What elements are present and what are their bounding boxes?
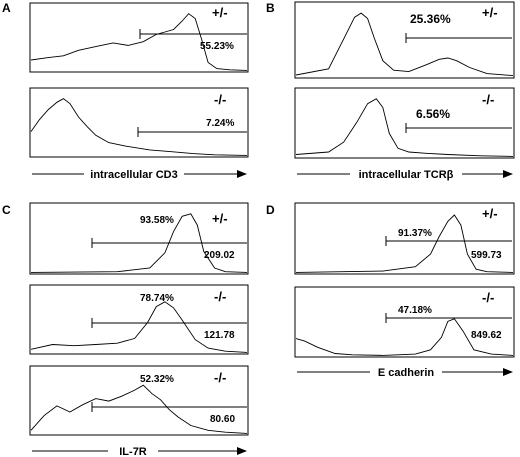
panel-a: A +/- 55.23% -/- 7.24% intracellular CD3: [2, 1, 249, 182]
histogram-frame: [29, 365, 249, 436]
axis-label-backing: [84, 166, 184, 182]
genotype-label: +/-: [482, 5, 498, 20]
histogram-b-1: +/- 25.36%: [294, 1, 515, 79]
genotype-label: +/-: [482, 206, 498, 221]
histogram-trace: [30, 213, 248, 273]
axis-label-backing: [370, 364, 442, 380]
panel-label-c: C: [2, 203, 11, 217]
histogram-b-2: -/- 6.56%: [294, 87, 515, 159]
histogram-trace: [30, 13, 248, 71]
axis-label-backing: [108, 443, 158, 457]
gate-percent: 7.24%: [206, 118, 234, 129]
histogram-frame: [29, 202, 249, 275]
histogram-frame: [294, 202, 515, 275]
gate-percent: 55.23%: [200, 41, 234, 52]
panel-b: B +/- 25.36% -/- 6.56% intracellular TCR…: [266, 1, 515, 182]
mfi-value: 80.60: [210, 414, 235, 425]
histogram-trace: [30, 301, 248, 353]
histogram-a-2: -/- 7.24%: [29, 87, 249, 158]
gate-percent: 93.58%: [140, 215, 174, 226]
gate-percent: 47.18%: [398, 305, 432, 316]
histogram-d-1: +/- 91.37% 599.73: [294, 202, 515, 275]
histogram-trace: [295, 318, 514, 356]
axis-label: IL-7R: [119, 446, 147, 457]
histogram-d-2: -/- 47.18% 849.62: [294, 286, 515, 358]
gate-percent: 6.56%: [416, 107, 450, 121]
histogram-trace: [295, 214, 514, 273]
histogram-c-1: +/- 93.58% 209.02: [29, 202, 249, 275]
histogram-c-3: -/- 52.32% 80.60: [29, 365, 249, 436]
panel-label-a: A: [2, 1, 11, 15]
axis-label: intracellular TCRβ: [359, 169, 454, 181]
panel-c: C +/- 93.58% 209.02 -/- 78.74% 121.78 -/…: [2, 202, 249, 457]
mfi-value: 849.62: [471, 330, 502, 341]
genotype-label: -/-: [214, 289, 226, 304]
histogram-frame: [29, 87, 249, 158]
histogram-a-1: +/- 55.23%: [29, 2, 249, 73]
gate-percent: 25.36%: [410, 12, 451, 26]
genotype-label: -/-: [214, 370, 226, 385]
histogram-trace: [30, 384, 248, 434]
axis-label: E cadherin: [378, 367, 435, 379]
histogram-trace: [295, 12, 514, 77]
mfi-value: 599.73: [471, 250, 502, 261]
panel-label-b: B: [266, 1, 275, 15]
histogram-frame: [294, 1, 515, 79]
histogram-c-2: -/- 78.74% 121.78: [29, 284, 249, 355]
histogram-frame: [294, 87, 515, 159]
mfi-value: 121.78: [204, 330, 235, 341]
genotype-label: -/-: [214, 92, 226, 107]
gate-percent: 52.32%: [140, 374, 174, 385]
mfi-value: 209.02: [204, 250, 235, 261]
gate-percent: 91.37%: [398, 228, 432, 239]
panel-d: D +/- 91.37% 599.73 -/- 47.18% 849.62 E …: [266, 202, 515, 380]
genotype-label: -/-: [482, 92, 494, 107]
histogram-trace: [30, 98, 248, 156]
genotype-label: -/-: [482, 290, 494, 305]
genotype-label: +/-: [212, 211, 228, 226]
histogram-trace: [295, 98, 514, 157]
histogram-frame: [294, 286, 515, 358]
histogram-frame: [29, 2, 249, 73]
axis-label-backing: [350, 166, 462, 182]
histogram-frame: [29, 284, 249, 355]
panel-label-d: D: [266, 203, 275, 217]
gate-percent: 78.74%: [140, 293, 174, 304]
axis-label: intracellular CD3: [90, 169, 177, 181]
genotype-label: +/-: [212, 5, 228, 20]
